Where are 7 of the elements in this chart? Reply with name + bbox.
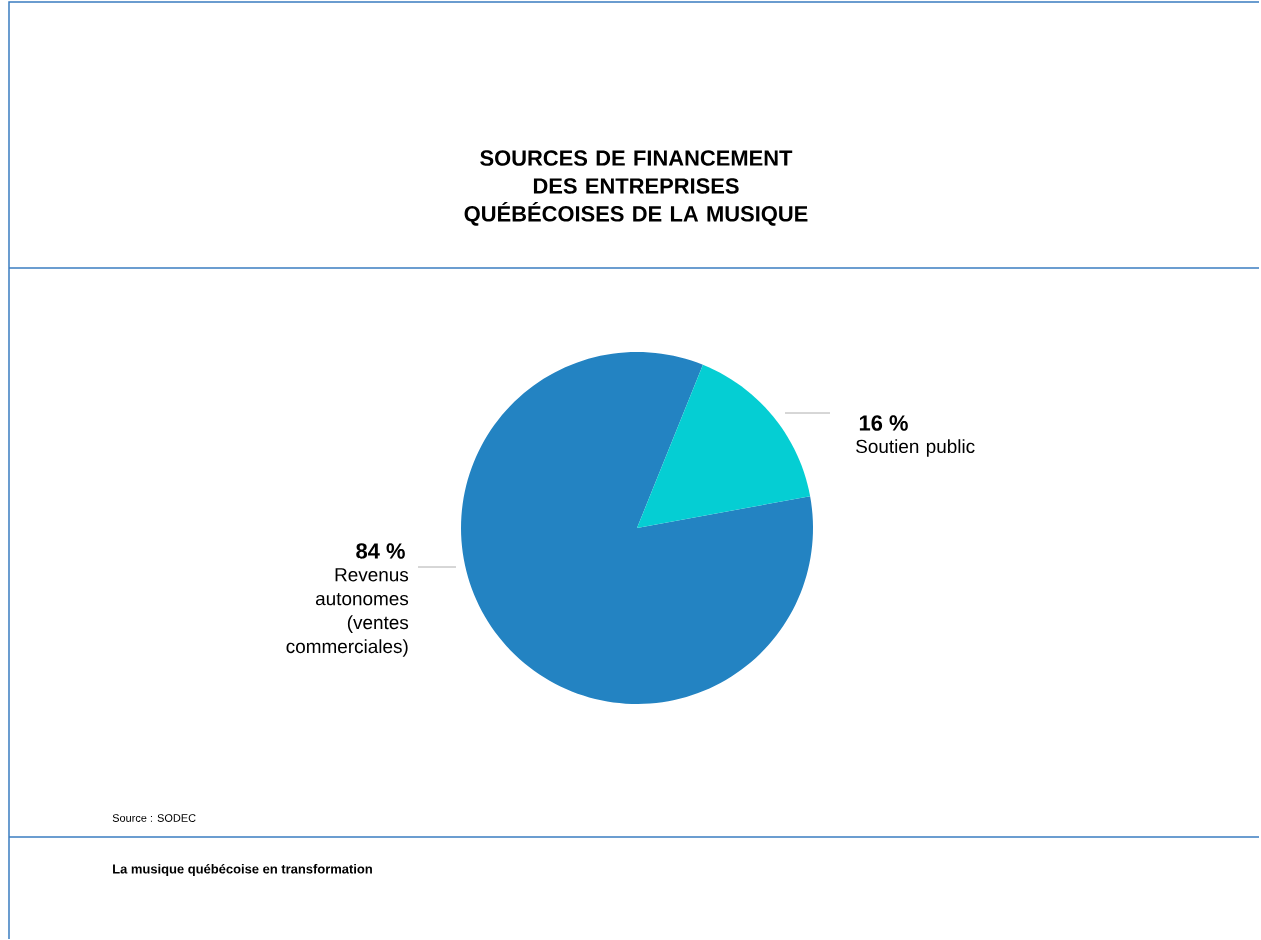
source-note: Source : SODEC xyxy=(112,814,196,822)
data-label: 16 % xyxy=(859,415,908,431)
slice-label: Revenus autonomes (ventes commerciales) xyxy=(286,568,409,657)
data-label: 84 % xyxy=(356,543,405,559)
chart-title: SOURCES DE FINANCEMENT DES ENTREPRISES QUÉBÉCOISES DE LA MUSIQUE xyxy=(464,150,808,226)
slice-label: Soutien public xyxy=(856,439,975,457)
text: La musique québécoise en transformation xyxy=(113,863,372,877)
